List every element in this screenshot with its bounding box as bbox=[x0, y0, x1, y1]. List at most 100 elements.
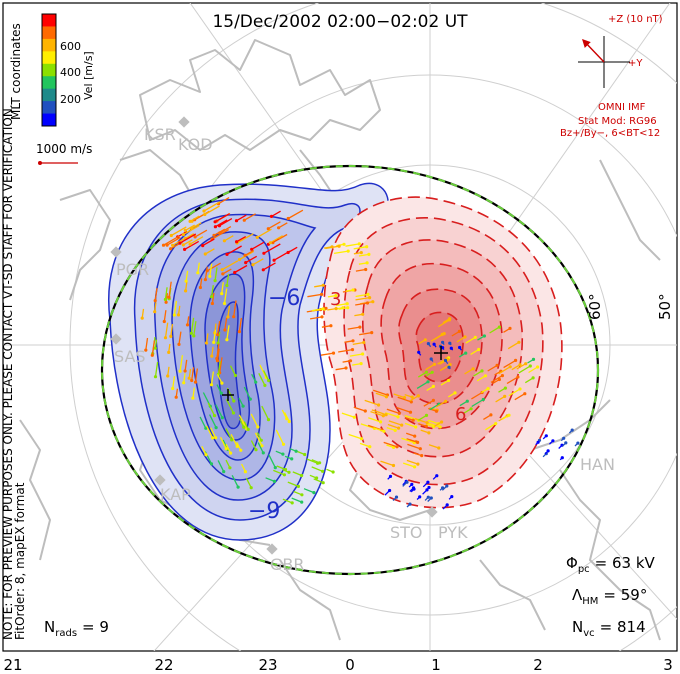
velocity-vector-origin bbox=[432, 362, 437, 366]
velocity-vector-origin bbox=[560, 456, 564, 460]
velocity-vector bbox=[164, 322, 169, 338]
stat-model: Stat Mod: RG96 bbox=[578, 116, 657, 127]
velocity-vector-origin bbox=[237, 330, 241, 334]
velocity-vector bbox=[284, 412, 290, 422]
preview-note: NOTE: FOR PREVIEW PURPOSES ONLY. PLEASE … bbox=[1, 104, 15, 640]
velocity-vector-origin bbox=[447, 318, 452, 322]
velocity-vector bbox=[151, 340, 156, 356]
velocity-vector bbox=[166, 236, 181, 246]
velocity-vector bbox=[414, 417, 428, 424]
velocity-vector-origin bbox=[220, 416, 224, 420]
velocity-vector-origin bbox=[435, 474, 439, 478]
radar-ksr: KSR bbox=[144, 125, 176, 144]
velocity-vector-origin bbox=[290, 457, 294, 461]
velocity-vector bbox=[163, 235, 180, 246]
velocity-vector bbox=[241, 419, 248, 430]
velocity-vector-origin bbox=[381, 414, 385, 418]
velocity-vector bbox=[204, 266, 208, 280]
n-rads: Nrads = 9 bbox=[44, 618, 109, 639]
velocity-vector-origin bbox=[300, 500, 304, 504]
velocity-vector bbox=[216, 343, 220, 359]
velocity-vector bbox=[239, 250, 255, 261]
contour-label-neg9: −9 bbox=[248, 499, 280, 524]
velocity-vector-origin bbox=[225, 338, 229, 342]
velocity-vector-origin bbox=[464, 351, 468, 355]
velocity-vector bbox=[282, 498, 293, 504]
contour-label-3: 3 bbox=[330, 289, 341, 310]
velocity-vector bbox=[313, 478, 324, 484]
velocity-vector bbox=[189, 215, 200, 222]
velocity-vector-origin bbox=[167, 295, 171, 299]
velocity-vector bbox=[272, 233, 288, 244]
velocity-vector bbox=[178, 331, 182, 345]
velocity-vector-origin bbox=[365, 245, 369, 249]
velocity-vector bbox=[223, 288, 228, 304]
velocity-vector bbox=[335, 303, 348, 307]
velocity-vector-origin bbox=[169, 334, 173, 338]
velocity-vector-origin bbox=[523, 392, 527, 396]
velocity-vector-origin bbox=[480, 369, 484, 373]
velocity-vector-origin bbox=[201, 244, 205, 248]
contour-labels: −6 −9 3 6 bbox=[248, 286, 466, 524]
velocity-vector-origin bbox=[382, 429, 386, 433]
velocity-vector bbox=[435, 400, 446, 408]
velocity-vector bbox=[353, 246, 367, 250]
velocity-vector-origin bbox=[187, 376, 191, 380]
velocity-vector bbox=[211, 292, 215, 304]
velocity-vector-origin bbox=[214, 436, 218, 440]
velocity-vector bbox=[268, 454, 276, 468]
velocity-vector-origin bbox=[345, 302, 349, 306]
velocity-vector bbox=[216, 321, 221, 335]
velocity-vector bbox=[224, 235, 234, 242]
velocity-vector-origin bbox=[213, 220, 217, 224]
velocity-vector-origin bbox=[449, 346, 453, 350]
velocity-vector-origin bbox=[357, 242, 361, 246]
imf-clock: +Z (10 nT) +Y OMNI IMF Stat Mod: RG96 Bz… bbox=[560, 14, 663, 139]
velocity-vector-origin bbox=[497, 325, 501, 329]
velocity-vector bbox=[221, 282, 224, 294]
lambda-hm-subscript: HM bbox=[582, 596, 598, 607]
velocity-vector-origin bbox=[174, 395, 178, 399]
velocity-vector-origin bbox=[316, 461, 320, 465]
velocity-vector-origin bbox=[220, 292, 224, 296]
velocity-vector bbox=[498, 366, 511, 375]
velocity-vector bbox=[219, 226, 232, 234]
velocity-vector bbox=[503, 359, 516, 369]
velocity-vector bbox=[303, 488, 315, 494]
radar-sas: SAS bbox=[114, 347, 146, 366]
velocity-vector bbox=[179, 233, 197, 244]
velocity-vector bbox=[189, 236, 204, 245]
velocity-vector bbox=[355, 302, 368, 306]
velocity-vector bbox=[218, 197, 230, 205]
velocity-vector-origin bbox=[441, 346, 445, 350]
velocity-vector-origin bbox=[348, 359, 353, 363]
velocity-vector bbox=[387, 423, 399, 429]
velocity-vector-origin bbox=[536, 440, 540, 444]
hm-boundary-green bbox=[101, 165, 599, 575]
velocity-vector-origin bbox=[448, 341, 452, 345]
velocity-vector bbox=[217, 331, 221, 344]
velocity-vector-origin bbox=[286, 216, 290, 221]
velocity-vector bbox=[238, 317, 243, 332]
velocity-vector bbox=[507, 341, 520, 350]
mlt-tick-3: 3 bbox=[663, 656, 673, 674]
velocity-vector-origin bbox=[411, 486, 416, 490]
velocity-vector bbox=[263, 243, 281, 254]
mlt-tick-1: 1 bbox=[431, 656, 441, 674]
velocity-vector bbox=[428, 422, 441, 428]
velocity-vector-origin bbox=[239, 448, 243, 452]
velocity-vector-origin bbox=[210, 295, 214, 299]
velocity-vector-origin bbox=[196, 271, 200, 275]
velocity-vector-origin bbox=[261, 451, 265, 455]
velocity-vector-origin bbox=[426, 380, 430, 384]
velocity-vector-origin bbox=[272, 479, 277, 483]
velocity-vector bbox=[209, 414, 217, 428]
velocity-vector-origin bbox=[483, 374, 488, 378]
colorbar-swatch bbox=[42, 76, 56, 90]
velocity-vector bbox=[233, 300, 237, 317]
velocity-vector-origin bbox=[241, 404, 245, 408]
velocity-vector-origin bbox=[223, 328, 227, 332]
colorbar-label: Vel [m/s] bbox=[82, 51, 95, 100]
velocity-vector bbox=[397, 396, 412, 403]
velocity-vector-origin bbox=[198, 285, 202, 290]
